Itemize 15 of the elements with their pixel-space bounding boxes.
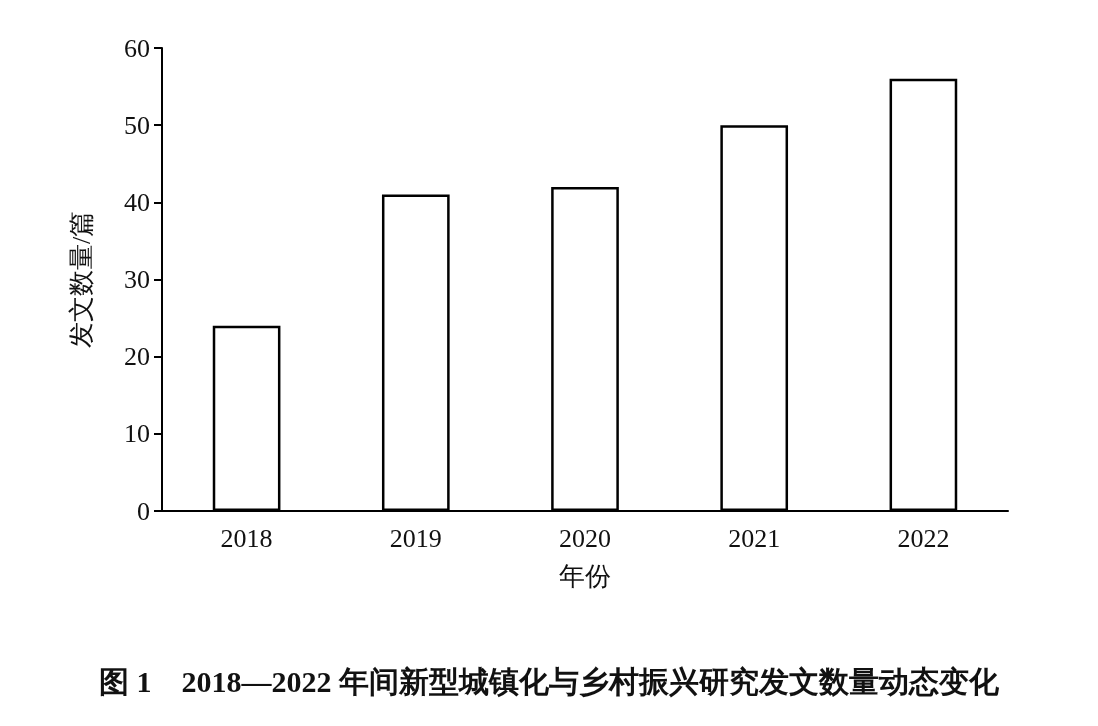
y-tick-label: 60 xyxy=(124,33,150,63)
y-tick-label: 40 xyxy=(124,187,150,217)
y-tick-label: 30 xyxy=(124,265,150,294)
y-axis-title: 发文数量/篇 xyxy=(66,210,96,349)
y-tick-label: 10 xyxy=(124,419,150,449)
x-tick-label: 2022 xyxy=(897,523,950,553)
text: 图 1 2018—2022 年间新型城镇化与乡村振兴研究发文数量动态变化 xyxy=(99,664,1000,698)
x-tick-label: 2018 xyxy=(220,523,273,553)
x-axis-title: 年份 xyxy=(559,561,611,591)
y-tick-label: 50 xyxy=(124,110,150,140)
x-tick-label: 2021 xyxy=(728,523,781,553)
x-tick-label: 2019 xyxy=(389,523,442,553)
x-tick-label: 2020 xyxy=(559,523,611,553)
y-tick-label: 20 xyxy=(124,342,150,372)
y-tick-label: 0 xyxy=(137,496,150,526)
